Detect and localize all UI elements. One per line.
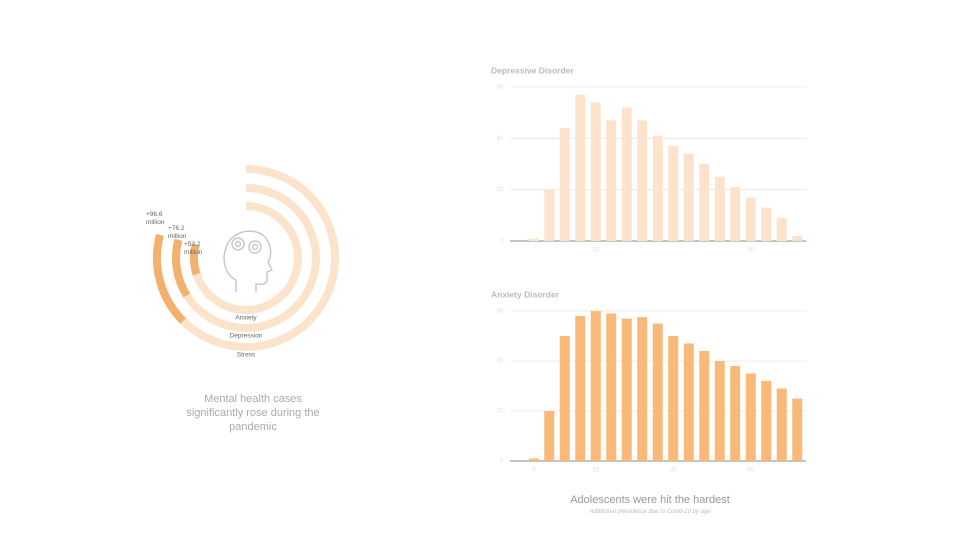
y-tick-label: 60 xyxy=(496,309,503,315)
bar xyxy=(699,351,710,461)
bar xyxy=(699,164,710,241)
bar xyxy=(621,107,632,242)
value-label: +76.2 million xyxy=(168,225,187,240)
value-label: +96.6 million xyxy=(146,211,165,226)
x-tick-label: 20 xyxy=(592,248,599,254)
bar xyxy=(637,317,648,461)
bar xyxy=(606,313,617,461)
bar xyxy=(559,336,570,461)
y-tick-label: 20 xyxy=(496,187,503,193)
chart-title: Depressive Disorder xyxy=(491,65,574,75)
head-icon xyxy=(223,230,274,292)
y-tick-label: 60 xyxy=(496,85,503,91)
ring-label: Stress xyxy=(237,352,256,359)
bar xyxy=(776,388,787,461)
bar xyxy=(683,343,694,461)
radial-caption: Mental health cases significantly rose d… xyxy=(186,393,320,433)
bar xyxy=(730,366,741,461)
y-tick-label: 20 xyxy=(496,409,503,415)
x-tick-label: 60 xyxy=(747,248,754,254)
bar xyxy=(621,318,632,461)
y-tick-label: 0 xyxy=(500,239,504,245)
bar xyxy=(544,189,555,241)
bar xyxy=(652,323,663,461)
value-label: +53.2 million xyxy=(184,241,203,256)
bar xyxy=(528,238,539,241)
y-tick-label: 40 xyxy=(496,136,503,142)
bar xyxy=(714,361,725,461)
ring-value xyxy=(190,243,201,276)
x-tick-label: 40 xyxy=(670,468,677,474)
bar xyxy=(559,128,570,241)
bar xyxy=(792,398,803,461)
bar xyxy=(606,120,617,241)
bar xyxy=(745,373,756,461)
footer-subtitle: Additional prevalence due to Covid-19 by… xyxy=(589,509,711,515)
bar xyxy=(637,120,648,241)
ring-label: Depression xyxy=(230,333,263,340)
x-tick-label: 60 xyxy=(747,468,754,474)
bar xyxy=(652,135,663,241)
bar xyxy=(590,311,601,461)
bar xyxy=(575,316,586,461)
ring-value xyxy=(153,233,186,324)
bar xyxy=(528,458,539,461)
bar xyxy=(668,146,679,241)
footer-title: Adolescents were hit the hardest xyxy=(570,494,730,506)
bar xyxy=(792,235,803,241)
bar xyxy=(683,153,694,241)
bar xyxy=(575,94,586,241)
x-tick-label: 0 xyxy=(532,468,536,474)
bar xyxy=(776,217,787,241)
bar xyxy=(544,411,555,461)
bar xyxy=(761,207,772,241)
bar xyxy=(668,336,679,461)
x-tick-label: 20 xyxy=(592,468,599,474)
y-tick-label: 0 xyxy=(500,459,504,465)
ring-track xyxy=(190,202,302,314)
bar xyxy=(714,176,725,241)
bar xyxy=(745,197,756,241)
ring-label: Anxiety xyxy=(235,315,257,322)
bar xyxy=(730,187,741,241)
y-tick-label: 40 xyxy=(496,359,503,365)
chart-title: Anxiety Disorder xyxy=(491,289,560,299)
bar xyxy=(761,381,772,461)
ring-value xyxy=(172,238,191,298)
bar xyxy=(590,102,601,242)
